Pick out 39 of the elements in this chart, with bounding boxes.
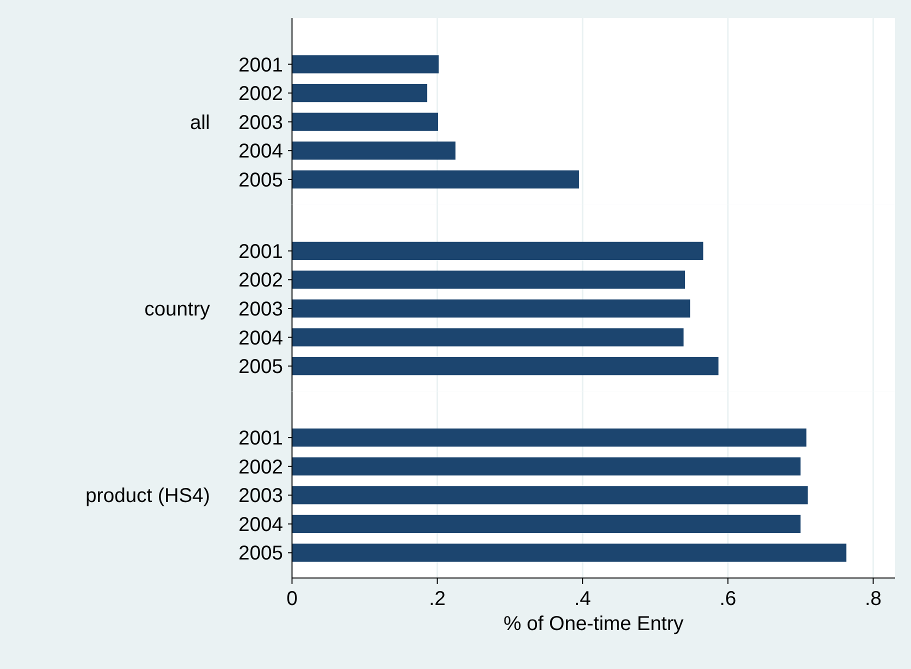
y-tick-label: 2002 — [238, 270, 283, 292]
y-tick-label: 2001 — [238, 240, 283, 263]
x-tick-label: .2 — [428, 588, 446, 610]
y-tick-label: 2001 — [238, 428, 283, 450]
bar — [292, 84, 428, 102]
bar — [292, 242, 704, 260]
bar — [292, 357, 718, 376]
x-tick-label: .6 — [720, 588, 736, 610]
y-tick-label: 2004 — [238, 514, 283, 536]
bar — [292, 299, 690, 318]
y-tick-label: 2005 — [238, 356, 283, 378]
y-axis-title: country — [144, 298, 210, 320]
y-tick-label: 2005 — [238, 542, 283, 565]
x-axis-title: % of One-time Entry — [503, 613, 684, 635]
bar — [292, 270, 686, 289]
bar — [292, 170, 579, 188]
bar — [292, 142, 456, 160]
y-axis-title: product (HS4) — [86, 485, 210, 508]
y-tick-label: 2003 — [238, 112, 283, 134]
bar — [292, 428, 806, 447]
y-tick-label: 2005 — [238, 169, 283, 192]
bar — [292, 486, 808, 504]
y-axis-title: all — [190, 112, 210, 134]
bar — [292, 457, 801, 476]
y-tick-label: 2002 — [238, 83, 283, 106]
bar — [292, 514, 801, 534]
bar — [292, 544, 846, 562]
bar — [292, 112, 438, 131]
x-tick-label: .4 — [574, 588, 591, 610]
y-tick-label: 2003 — [238, 485, 283, 508]
x-tick-label: 0 — [286, 588, 298, 610]
y-tick-label: 2002 — [238, 456, 283, 478]
bar — [292, 328, 684, 346]
y-tick-label: 2003 — [238, 298, 283, 320]
x-tick-label: .8 — [864, 588, 882, 610]
bar — [292, 55, 439, 74]
y-tick-label: 2004 — [238, 327, 283, 350]
y-tick-label: 2004 — [238, 140, 283, 163]
y-tick-label: 2001 — [238, 54, 283, 76]
